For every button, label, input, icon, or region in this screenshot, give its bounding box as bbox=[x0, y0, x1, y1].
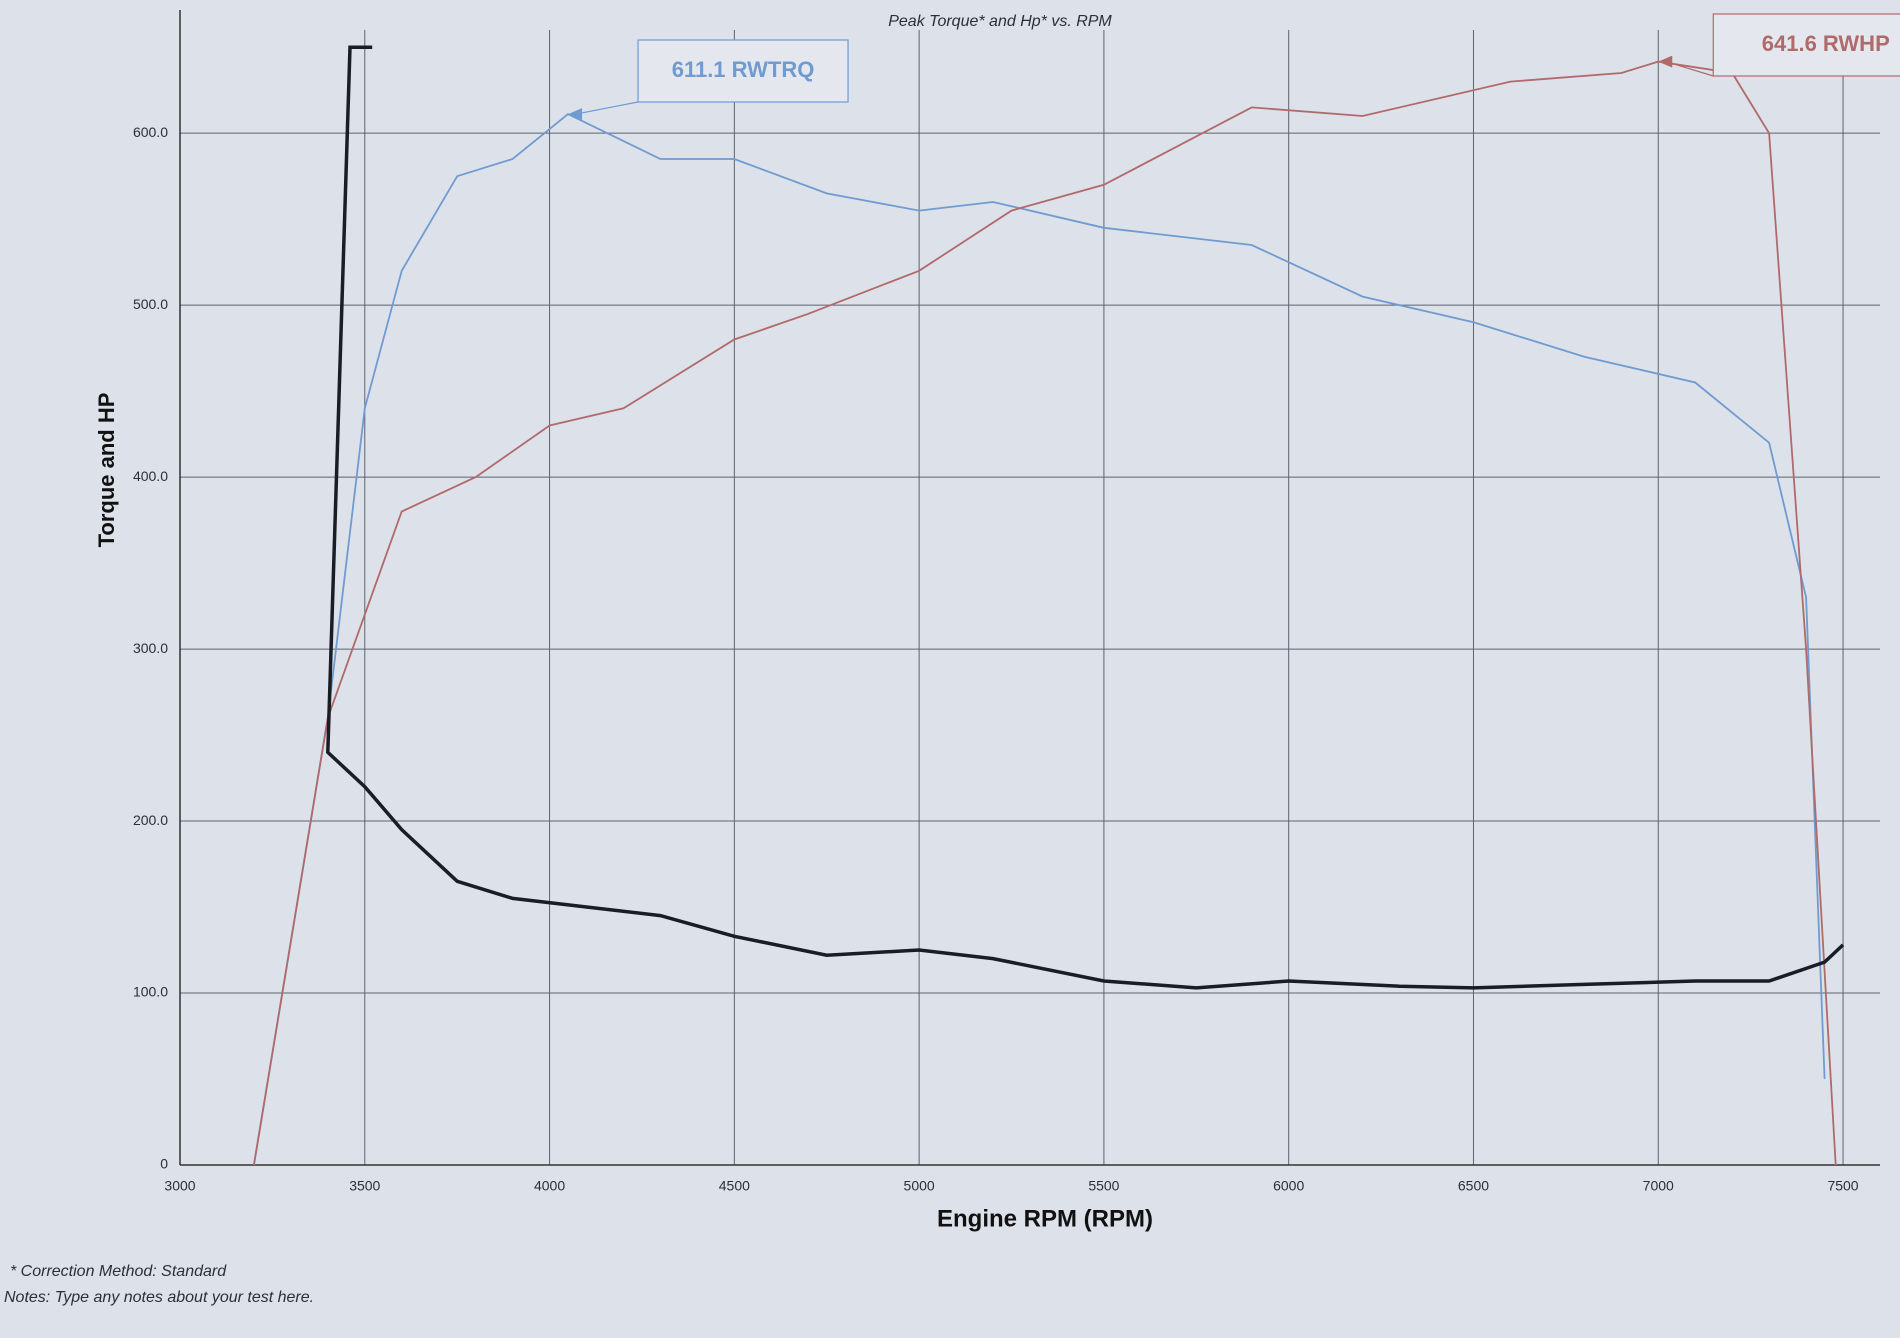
y-tick-label: 100.0 bbox=[133, 984, 168, 1000]
footnote: Notes: Type any notes about your test he… bbox=[4, 1289, 314, 1306]
footnote: * Correction Method: Standard bbox=[10, 1263, 227, 1280]
annotation-arrow bbox=[568, 108, 583, 121]
y-tick-label: 300.0 bbox=[133, 640, 168, 656]
annotation-leader bbox=[575, 101, 639, 115]
x-tick-label: 4500 bbox=[719, 1178, 750, 1194]
y-tick-label: 0 bbox=[160, 1156, 168, 1172]
annotation-leader bbox=[1666, 61, 1714, 77]
x-tick-label: 3500 bbox=[349, 1178, 380, 1194]
x-tick-label: 6500 bbox=[1458, 1178, 1489, 1194]
series-line bbox=[253, 113, 1826, 1166]
x-tick-label: 7000 bbox=[1643, 1178, 1674, 1194]
y-tick-label: 200.0 bbox=[133, 812, 168, 828]
x-tick-label: 4000 bbox=[534, 1178, 565, 1194]
y-axis-label: Torque and HP bbox=[94, 393, 119, 548]
series-line bbox=[326, 45, 1845, 990]
x-tick-label: 7500 bbox=[1827, 1178, 1858, 1194]
y-tick-label: 400.0 bbox=[133, 468, 168, 484]
x-axis-label: Engine RPM (RPM) bbox=[937, 1205, 1153, 1232]
y-tick-label: 600.0 bbox=[133, 124, 168, 140]
x-tick-label: 6000 bbox=[1273, 1178, 1304, 1194]
x-tick-label: 5000 bbox=[904, 1178, 935, 1194]
chart-title: Peak Torque* and Hp* vs. RPM bbox=[888, 13, 1112, 30]
annotation-text: 641.6 RWHP bbox=[1762, 31, 1890, 56]
annotation-text: 611.1 RWTRQ bbox=[672, 57, 815, 82]
x-tick-label: 5500 bbox=[1088, 1178, 1119, 1194]
y-tick-label: 500.0 bbox=[133, 296, 168, 312]
annotation-arrow bbox=[1658, 55, 1673, 68]
annotation-box bbox=[637, 39, 849, 103]
annotation-box bbox=[1712, 13, 1900, 77]
x-tick-label: 3000 bbox=[164, 1178, 195, 1194]
